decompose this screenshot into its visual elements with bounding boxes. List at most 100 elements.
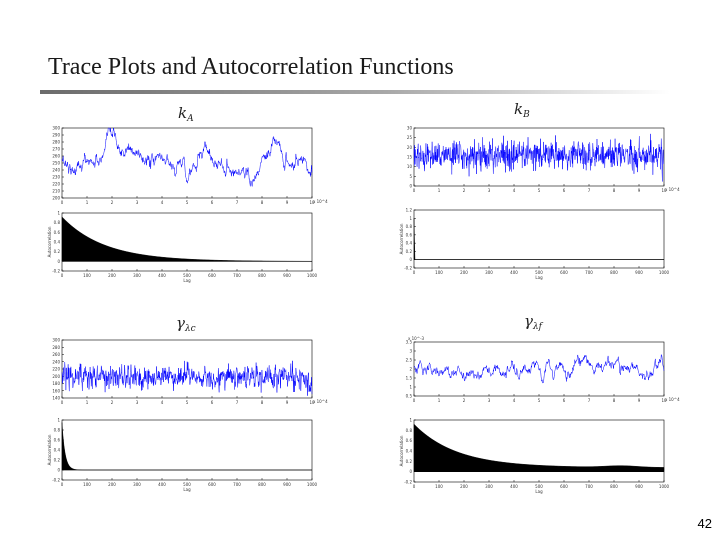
gamma-lambda-c-trace-xtick-label: 7 <box>236 400 239 405</box>
kA-acf-xtick-label: 100 <box>83 273 91 278</box>
gamma-lambda-c-trace-ytick-label: 180 <box>52 381 60 386</box>
gamma-lambda-f-acf-xtick-label: 300 <box>485 484 493 489</box>
kB-trace-xtick-label: 2 <box>463 188 466 193</box>
kA-trace-ytick-label: 270 <box>52 147 60 152</box>
gamma-lambda-f-trace-y-scale-note: x 10^-3 <box>408 336 425 341</box>
gamma-lambda-c-trace-xtick-label: 9 <box>286 400 289 405</box>
kB-acf-axes-frame <box>413 209 665 269</box>
gamma-lambda-f-trace-ytick-label: 3.5 <box>406 340 413 345</box>
kA-panel-label-sub: A <box>186 114 194 124</box>
gamma-lambda-f-trace-ytick-label: 0.5 <box>406 394 413 399</box>
gamma-lambda-f-acf-xlabel: Lag <box>535 489 543 494</box>
kA-acf-xtick-label: 0 <box>61 273 64 278</box>
gamma-lambda-f-trace-xtick-label: 6 <box>563 398 566 403</box>
gamma-lambda-c-trace-xtick-label: 10 <box>309 400 315 405</box>
kA-trace-xtick-label: 7 <box>236 200 239 205</box>
gamma-lambda-c-acf-ylabel: Autocorrelation <box>47 434 52 465</box>
kB-trace-x-scale-note: x 10^4 <box>665 187 680 192</box>
gamma-lambda-c-trace-xtick-label: 0 <box>61 400 64 405</box>
gamma-lambda-f-acf-ytick-label: 1 <box>409 418 412 423</box>
kB-acf-xtick-label: 100 <box>435 270 443 275</box>
gamma-lambda-f-acf-xtick-label: 900 <box>635 484 643 489</box>
gamma-lambda-f-trace-xtick-label: 1 <box>438 398 441 403</box>
kA-trace-ytick-label: 250 <box>52 161 60 166</box>
gamma-lambda-f-acf-ytick-label: 0.2 <box>406 459 413 464</box>
kA-acf-xlabel: Lag <box>183 278 191 283</box>
kA-trace-ytick-label: 290 <box>52 133 60 138</box>
kB-trace-xtick-label: 0 <box>413 188 416 193</box>
kB-trace-xtick-label: 6 <box>563 188 566 193</box>
kB-trace-xtick-label: 4 <box>513 188 516 193</box>
kB-acf-xtick-label: 500 <box>535 270 543 275</box>
kA-trace-ytick-label: 260 <box>52 154 60 159</box>
gamma-lambda-c-acf-xtick-label: 900 <box>283 482 291 487</box>
gamma-lambda-f-acf-ytick-label: -0.2 <box>404 480 412 485</box>
kB-trace-xtick-label: 10 <box>661 188 667 193</box>
kA-acf-xtick-label: 500 <box>183 273 191 278</box>
kB-acf-ytick-label: 0 <box>409 257 412 262</box>
kB-acf-plot: -0.200.20.40.60.811.20 100 200 300 400 500 600… <box>399 208 670 281</box>
gamma-lambda-f-acf-xtick-label: 100 <box>435 484 443 489</box>
gamma-lambda-f-trace-ytick-label: 1 <box>409 385 412 390</box>
kA-trace-xtick-label: 2 <box>111 200 114 205</box>
gamma-lambda-c-acf-ytick-label: 1 <box>57 418 60 423</box>
gamma-lambda-c-acf-xtick-label: 1000 <box>307 482 318 487</box>
gamma-lambda-f-trace-xtick-label: 0 <box>413 398 416 403</box>
gamma-lambda-c-acf-xtick-label: 300 <box>133 482 141 487</box>
kB-acf-xtick-label: 900 <box>635 270 643 275</box>
kB-acf-ytick-label: 0.8 <box>406 224 413 229</box>
gamma-lambda-f-acf-ytick-label: 0.4 <box>406 449 413 454</box>
gamma-lambda-f-trace-xtick-label: 10 <box>661 398 667 403</box>
kB-trace-xtick-label: 7 <box>588 188 591 193</box>
kA-acf-xtick-label: 300 <box>133 273 141 278</box>
kB-acf-xtick-label: 300 <box>485 270 493 275</box>
gamma-lambda-c-trace-x-scale-note: x 10^4 <box>313 399 328 404</box>
gamma-lambda-f-trace-plot: 0.5 1 1.5 2 2.5 3 3.5 0 1 2 3 4 5 6 7 8 9 10x 10^4 x 10^-3 <box>406 336 680 403</box>
title-underline <box>40 90 670 94</box>
gamma-lambda-f-acf-xtick-label: 0 <box>413 484 416 489</box>
kB-acf-ytick-label: 0.6 <box>406 232 413 237</box>
kB-acf-ytick-label: 0.4 <box>406 241 413 246</box>
gamma-lambda-c-trace-xtick-label: 3 <box>136 400 139 405</box>
gamma-lambda-c-acf-xtick-label: 700 <box>233 482 241 487</box>
gamma-lambda-c-acf-xtick-label: 400 <box>158 482 166 487</box>
kB-trace-xtick-label: 5 <box>538 188 541 193</box>
gamma-lambda-c-trace-xtick-label: 1 <box>86 400 89 405</box>
kA-trace-xtick-label: 1 <box>86 200 89 205</box>
kB-trace-series-line <box>413 133 665 182</box>
kB-trace-ytick-label: 30 <box>407 126 413 131</box>
gamma-lambda-c-trace-series-line <box>61 360 313 396</box>
kA-acf-ytick-label: 0.4 <box>54 240 61 245</box>
kB-trace-ytick-label: 20 <box>407 145 413 150</box>
kB-trace-xtick-label: 1 <box>438 188 441 193</box>
kA-trace-ytick-label: 210 <box>52 189 60 194</box>
kA-acf-xtick-label: 200 <box>108 273 116 278</box>
kB-acf-xtick-label: 400 <box>510 270 518 275</box>
gamma-lambda-c-acf-xtick-label: 600 <box>208 482 216 487</box>
gamma-lambda-f-acf-xtick-label: 500 <box>535 484 543 489</box>
kA-trace-ytick-label: 200 <box>52 196 60 201</box>
gamma-lambda-f-acf-xtick-label: 600 <box>560 484 568 489</box>
gamma-lambda-f-acf-xtick-label: 1000 <box>659 484 670 489</box>
panel-gamma-lambda-c: γλc 140 160 180 200 220 240 260 280 300 0 1 2 3 4 5 6 7 8 9… <box>47 314 328 492</box>
kA-trace-xtick-label: 9 <box>286 200 289 205</box>
gamma-lambda-c-trace-xtick-label: 2 <box>111 400 114 405</box>
kA-panel-label: kA <box>178 104 194 124</box>
gamma-lambda-c-trace-xtick-label: 5 <box>186 400 189 405</box>
kB-acf-ytick-label: -0.2 <box>404 266 412 271</box>
kA-trace-ytick-label: 240 <box>52 168 60 173</box>
title-underline-bar <box>40 90 670 94</box>
gamma-lambda-f-acf-xtick-label: 700 <box>585 484 593 489</box>
kA-trace-x-scale-note: x 10^4 <box>313 199 328 204</box>
kB-acf-ytick-label: 0.2 <box>406 249 413 254</box>
gamma-lambda-c-trace-ytick-label: 140 <box>52 396 60 401</box>
panel-kA: kA 200 210 220 230 240 250 260 270 280 290 300 0 1 2 3 4… <box>47 104 328 283</box>
gamma-lambda-c-acf-ytick-label: -0.2 <box>52 478 60 483</box>
gamma-lambda-f-panel-label-sub: λf <box>532 322 544 332</box>
gamma-lambda-c-acf-ytick-label: 0.8 <box>54 428 61 433</box>
kA-trace-xtick-label: 3 <box>136 200 139 205</box>
